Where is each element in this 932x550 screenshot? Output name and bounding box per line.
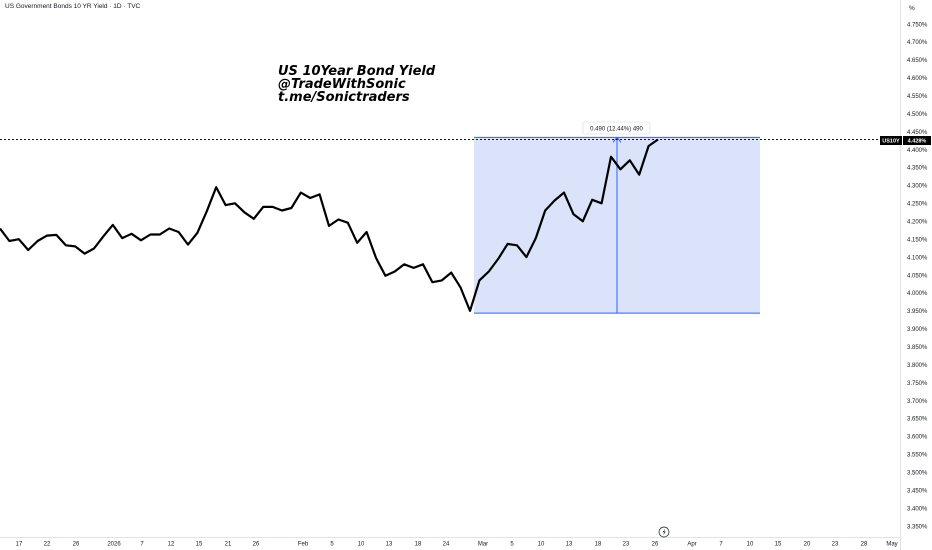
y-tick-label: 4.700% bbox=[907, 40, 928, 46]
x-tick-label: 20 bbox=[804, 542, 811, 548]
x-tick-label: 26 bbox=[73, 542, 80, 548]
symbol-badge: US10Y 4.428% bbox=[880, 136, 931, 145]
chart-header-title: US Government Bonds 10 YR Yield · 1D · T… bbox=[5, 3, 141, 10]
y-tick-label: 4.300% bbox=[907, 184, 928, 190]
y-tick-label: 3.650% bbox=[907, 417, 928, 423]
x-tick-label: 12 bbox=[168, 542, 175, 548]
x-tick-label: Feb bbox=[298, 542, 309, 548]
x-tick-label: 28 bbox=[861, 542, 868, 548]
x-tick-label: Mar bbox=[478, 542, 488, 548]
measure-label: 0.490 (12.44%) 490 bbox=[590, 127, 643, 133]
y-tick-label: 4.500% bbox=[907, 112, 928, 118]
price-axis[interactable]: 4.750% 4.700% 4.650% 4.600% 4.550% 4.500% 4.45… bbox=[907, 22, 928, 530]
y-tick-label: 4.050% bbox=[907, 273, 928, 279]
price-scale-unit: % bbox=[909, 5, 915, 12]
x-tick-label: 7 bbox=[719, 542, 723, 548]
x-tick-label: 2026 bbox=[107, 542, 121, 548]
annotation-line-1: US 10Year Bond Yield bbox=[278, 64, 436, 79]
x-tick-label: Apr bbox=[687, 542, 696, 548]
y-tick-label: 4.100% bbox=[907, 255, 928, 261]
y-tick-label: 4.350% bbox=[907, 166, 928, 172]
x-tick-label: 17 bbox=[16, 542, 23, 548]
y-tick-label: 3.600% bbox=[907, 435, 928, 441]
y-tick-label: 4.650% bbox=[907, 58, 928, 64]
x-tick-label: May bbox=[886, 542, 897, 548]
x-tick-label: 10 bbox=[358, 542, 365, 548]
lightning-icon[interactable] bbox=[658, 526, 670, 538]
x-tick-label: 5 bbox=[510, 542, 514, 548]
x-tick-label: 10 bbox=[747, 542, 754, 548]
y-tick-label: 3.950% bbox=[907, 309, 928, 315]
y-tick-label: 4.400% bbox=[907, 148, 928, 154]
x-tick-label: 24 bbox=[443, 542, 450, 548]
y-tick-label: 4.450% bbox=[907, 130, 928, 136]
annotation-line-2: @TradeWithSonic bbox=[278, 77, 406, 92]
x-tick-label: 26 bbox=[253, 542, 260, 548]
y-tick-label: 4.200% bbox=[907, 219, 928, 225]
x-tick-label: 18 bbox=[595, 542, 602, 548]
symbol-badge-name: US10Y bbox=[882, 139, 900, 145]
x-tick-label: 23 bbox=[623, 542, 630, 548]
yield-series-line bbox=[0, 138, 659, 312]
measure-label-background bbox=[582, 121, 651, 135]
x-tick-label: 15 bbox=[775, 542, 782, 548]
x-tick-label: 13 bbox=[566, 542, 573, 548]
y-tick-label: 3.500% bbox=[907, 471, 928, 477]
y-tick-label: 3.450% bbox=[907, 488, 928, 494]
y-tick-label: 3.850% bbox=[907, 345, 928, 351]
x-tick-label: 7 bbox=[140, 542, 144, 548]
x-tick-label: 5 bbox=[330, 542, 334, 548]
y-tick-label: 4.000% bbox=[907, 291, 928, 297]
measure-range[interactable] bbox=[474, 136, 760, 314]
x-tick-label: 10 bbox=[538, 542, 545, 548]
symbol-badge-price: 4.428% bbox=[908, 139, 927, 145]
annotation-line-3: t.me/Sonictraders bbox=[278, 90, 410, 105]
y-tick-label: 4.550% bbox=[907, 94, 928, 100]
x-tick-label: 15 bbox=[196, 542, 203, 548]
y-tick-label: 3.750% bbox=[907, 381, 928, 387]
y-tick-label: 3.350% bbox=[907, 524, 928, 530]
y-tick-label: 4.600% bbox=[907, 76, 928, 82]
x-tick-label: 22 bbox=[44, 542, 51, 548]
x-tick-label: 18 bbox=[415, 542, 422, 548]
x-tick-label: 26 bbox=[652, 542, 659, 548]
x-tick-label: 23 bbox=[832, 542, 839, 548]
y-tick-label: 4.250% bbox=[907, 202, 928, 208]
x-tick-label: 13 bbox=[386, 542, 393, 548]
measure-label-box: 0.490 (12.44%) 490 bbox=[582, 121, 651, 135]
y-tick-label: 3.400% bbox=[907, 506, 928, 512]
time-axis[interactable]: 17 22 26 2026 7 12 15 21 26 Feb 5 10 13 18 24 Mar 5 10 13 1… bbox=[16, 542, 898, 548]
symbol-badge-price-bg bbox=[903, 136, 931, 145]
y-tick-label: 3.900% bbox=[907, 327, 928, 333]
symbol-badge-name-bg bbox=[880, 136, 902, 145]
x-tick-label: 21 bbox=[225, 542, 232, 548]
y-tick-label: 4.150% bbox=[907, 237, 928, 243]
measure-arrow-head bbox=[612, 136, 622, 143]
y-tick-label: 3.800% bbox=[907, 363, 928, 369]
y-tick-label: 4.750% bbox=[907, 22, 928, 28]
y-tick-label: 3.550% bbox=[907, 453, 928, 459]
y-tick-label: 3.700% bbox=[907, 399, 928, 405]
